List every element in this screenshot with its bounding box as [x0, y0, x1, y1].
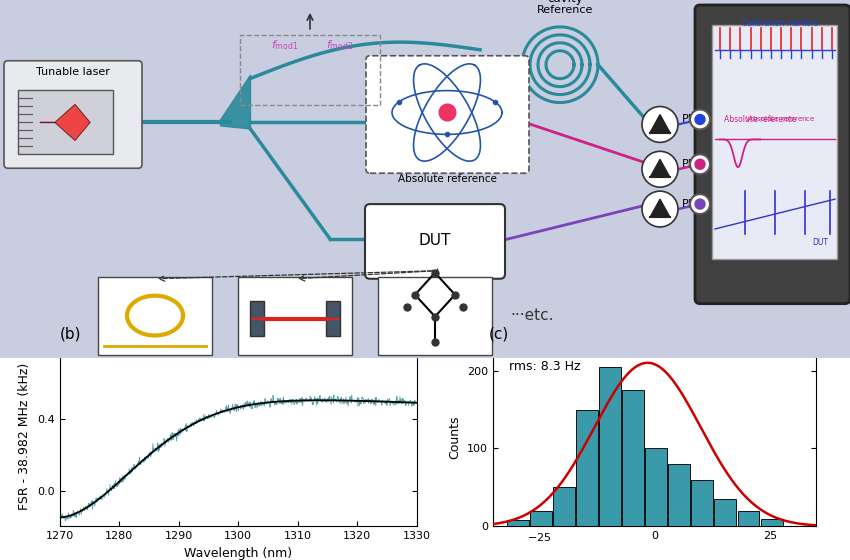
Text: PD: PD [682, 199, 697, 209]
FancyBboxPatch shape [365, 204, 505, 279]
FancyBboxPatch shape [98, 277, 212, 356]
Circle shape [642, 106, 678, 142]
Text: rms: 8.3 Hz: rms: 8.3 Hz [509, 360, 581, 373]
Circle shape [690, 194, 710, 214]
FancyBboxPatch shape [366, 56, 529, 173]
Text: $\backslash$Absolute reference: $\backslash$Absolute reference [745, 114, 815, 124]
Text: Calibration markers: Calibration markers [742, 19, 818, 28]
Circle shape [690, 155, 710, 174]
Bar [715, 499, 736, 526]
Bar [599, 367, 621, 526]
Circle shape [695, 159, 705, 169]
Text: ···etc.: ···etc. [510, 308, 553, 323]
Polygon shape [650, 199, 670, 217]
Bar [530, 511, 552, 526]
Text: DUT: DUT [812, 238, 828, 247]
Text: DUT: DUT [419, 234, 451, 249]
Text: $f_\mathrm{mod2}$: $f_\mathrm{mod2}$ [326, 38, 354, 52]
FancyBboxPatch shape [712, 25, 837, 259]
FancyBboxPatch shape [238, 277, 352, 356]
Bar [645, 449, 667, 526]
Bar [326, 301, 340, 337]
Bar [507, 520, 529, 526]
FancyBboxPatch shape [378, 277, 492, 356]
FancyBboxPatch shape [18, 90, 113, 155]
Polygon shape [40, 105, 90, 141]
Circle shape [642, 191, 678, 227]
Text: Absolute reference: Absolute reference [723, 115, 796, 124]
Text: $f_\mathrm{mod1}$: $f_\mathrm{mod1}$ [271, 38, 298, 52]
Y-axis label: FSR - 38.982 MHz (kHz): FSR - 38.982 MHz (kHz) [19, 363, 31, 510]
Bar [738, 511, 759, 526]
Polygon shape [650, 115, 670, 133]
Circle shape [690, 110, 710, 129]
Text: (b): (b) [60, 326, 81, 342]
X-axis label: Wavelength (nm): Wavelength (nm) [184, 547, 292, 560]
Text: Reference: Reference [537, 5, 593, 15]
FancyBboxPatch shape [4, 60, 142, 168]
Text: cavity: cavity [547, 0, 583, 5]
Text: PD: PD [682, 159, 697, 169]
Circle shape [695, 199, 705, 209]
Y-axis label: Counts: Counts [449, 415, 462, 459]
Text: Absolute reference: Absolute reference [398, 174, 496, 184]
Bar [668, 464, 690, 526]
Polygon shape [650, 160, 670, 178]
Circle shape [642, 151, 678, 187]
Text: Tunable laser: Tunable laser [36, 67, 110, 77]
Bar [553, 487, 575, 526]
Text: PD: PD [682, 114, 697, 124]
Circle shape [695, 114, 705, 124]
Bar [576, 409, 598, 526]
Bar [761, 519, 783, 526]
FancyBboxPatch shape [695, 5, 850, 304]
Bar [250, 301, 264, 337]
Bar [691, 480, 713, 526]
Text: (c): (c) [489, 326, 509, 342]
Bar [622, 390, 644, 526]
